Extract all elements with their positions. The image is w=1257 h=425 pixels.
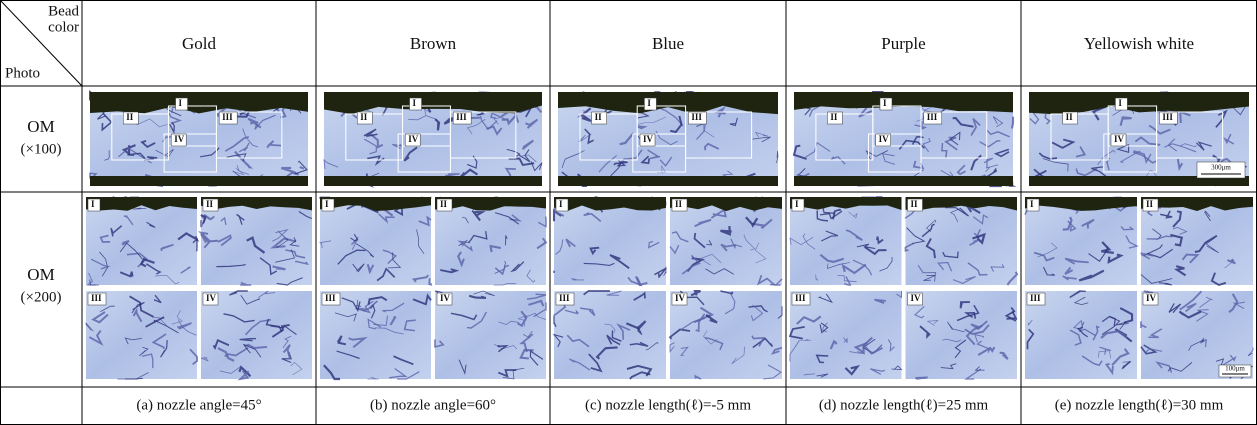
row-label: OM xyxy=(27,117,54,136)
row-label: OM xyxy=(27,265,54,284)
column-header: Brown xyxy=(410,34,457,53)
figure-table: Bead color Photo OM (×100) OM (×200) Gol… xyxy=(0,0,1257,425)
micrograph xyxy=(790,197,902,285)
grain-boundary xyxy=(1012,117,1013,129)
marker-label: II xyxy=(1146,199,1154,209)
surface-band xyxy=(554,197,666,211)
marker-label: III xyxy=(795,293,806,303)
marker-label: III xyxy=(325,293,336,303)
marker-label: II xyxy=(830,112,838,122)
marker-label: I xyxy=(413,98,417,108)
marker-label: I xyxy=(179,98,183,108)
micrograph xyxy=(320,197,431,285)
marker-label: IV xyxy=(174,134,185,144)
marker-label: II xyxy=(440,199,448,209)
scale-label: 100μm xyxy=(1225,365,1245,373)
marker-label: IV xyxy=(879,134,890,144)
marker-label: II xyxy=(675,199,683,209)
marker-label: I xyxy=(1118,98,1122,108)
marker-label: IV xyxy=(1146,293,1157,303)
marker-label: III xyxy=(927,112,938,122)
micrograph xyxy=(1025,197,1137,285)
marker-label: IV xyxy=(206,293,217,303)
marker-label: II xyxy=(206,199,214,209)
column-header: Gold xyxy=(182,34,217,53)
corner-top-line: Bead xyxy=(48,3,79,19)
marker-label: I xyxy=(883,98,887,108)
corner-top-line: color xyxy=(48,19,79,35)
marker-label: I xyxy=(325,199,329,209)
marker-label: I xyxy=(647,98,651,108)
marker-label: III xyxy=(691,112,702,122)
marker-label: II xyxy=(911,199,919,209)
corner-bottom: Photo xyxy=(5,65,40,81)
marker-label: III xyxy=(91,293,102,303)
column-header: Blue xyxy=(652,34,684,53)
substrate-band xyxy=(558,176,778,186)
micrograph xyxy=(554,197,666,285)
marker-label: IV xyxy=(675,293,686,303)
marker-label: I xyxy=(1030,199,1034,209)
micrograph xyxy=(86,197,197,285)
row-magnification: (×100) xyxy=(21,141,62,157)
substrate-band xyxy=(324,176,542,186)
caption: (c) nozzle length(ℓ)=-5 mm xyxy=(585,397,751,413)
column-header: Purple xyxy=(881,34,925,53)
marker-label: III xyxy=(222,112,233,122)
substrate-band xyxy=(794,176,1013,186)
caption: (b) nozzle angle=60° xyxy=(370,397,496,413)
marker-label: II xyxy=(360,112,368,122)
marker-label: II xyxy=(126,112,134,122)
substrate-band xyxy=(90,176,308,186)
marker-label: I xyxy=(91,199,95,209)
marker-label: IV xyxy=(408,134,419,144)
marker-label: IV xyxy=(1114,134,1125,144)
marker-label: IV xyxy=(911,293,922,303)
marker-label: II xyxy=(595,112,603,122)
marker-label: I xyxy=(795,199,799,209)
column-header: Yellowish white xyxy=(1084,34,1194,53)
marker-label: III xyxy=(559,293,570,303)
marker-label: IV xyxy=(440,293,451,303)
row-magnification: (×200) xyxy=(21,289,62,305)
caption: (e) nozzle length(ℓ)=30 mm xyxy=(1055,397,1224,413)
marker-label: IV xyxy=(643,134,654,144)
marker-label: III xyxy=(456,112,467,122)
caption: (d) nozzle length(ℓ)=25 mm xyxy=(819,397,989,413)
marker-label: II xyxy=(1066,112,1074,122)
scale-label: 300μm xyxy=(1211,164,1231,172)
marker-label: I xyxy=(559,199,563,209)
marker-label: III xyxy=(1030,293,1041,303)
marker-label: III xyxy=(1162,112,1173,122)
caption: (a) nozzle angle=45° xyxy=(136,397,261,413)
